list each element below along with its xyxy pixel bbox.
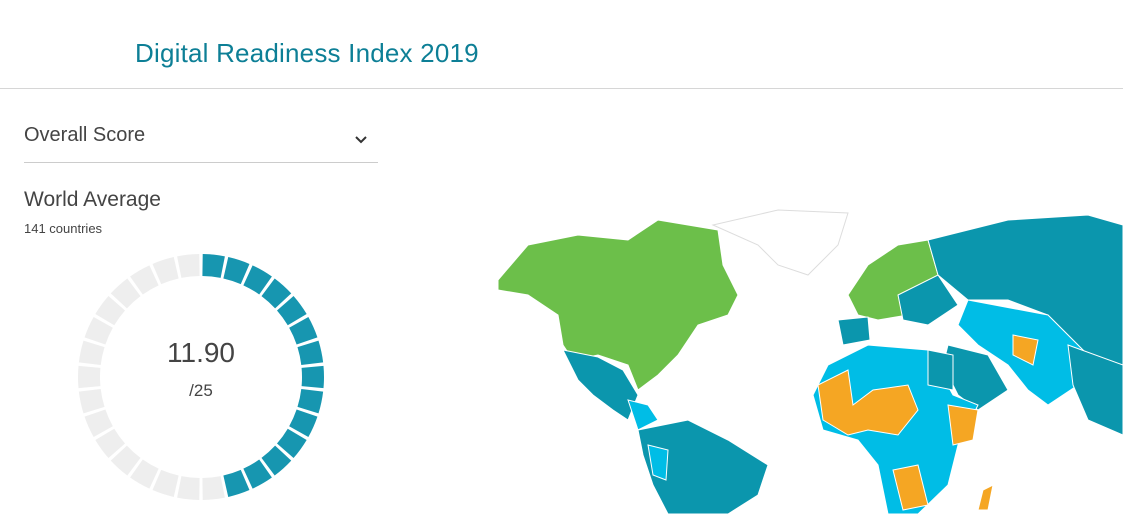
score-dropdown[interactable]: Overall Score xyxy=(24,124,378,163)
divider xyxy=(0,88,1123,89)
gauge-segment-empty xyxy=(177,476,200,500)
map-region xyxy=(927,349,954,391)
world-map xyxy=(497,209,1123,514)
gauge-segment-filled xyxy=(297,388,324,414)
gauge-segment-empty xyxy=(95,428,126,459)
map-region xyxy=(711,209,849,276)
map-region xyxy=(977,484,994,511)
gauge-segment-filled xyxy=(243,459,272,489)
gauge-segment-filled xyxy=(289,316,318,345)
gauge-segment-empty xyxy=(177,254,200,278)
gauge-segment-empty xyxy=(110,445,141,476)
gauge-segment-filled xyxy=(289,409,318,438)
gauge-segment-empty xyxy=(202,476,225,500)
gauge: 11.90 /25 xyxy=(78,254,324,500)
map-region xyxy=(497,219,739,391)
gauge-value: 11.90 xyxy=(167,337,235,368)
gauge-segment-filled xyxy=(276,428,307,459)
map-region xyxy=(647,444,669,481)
map-region xyxy=(947,404,979,446)
map-region xyxy=(627,399,659,431)
page-title: Digital Readiness Index 2019 xyxy=(135,38,479,68)
gauge-max: /25 xyxy=(189,381,213,400)
gauge-segment-empty xyxy=(152,257,179,285)
gauge-segment-empty xyxy=(110,278,141,309)
gauge-segment-empty xyxy=(130,459,159,489)
summary-subtitle: 141 countries xyxy=(24,221,103,236)
gauge-segment-empty xyxy=(84,409,113,438)
gauge-segment-filled xyxy=(297,340,324,366)
gauge-segment-empty xyxy=(78,388,105,414)
dropdown-label: Overall Score xyxy=(24,124,146,146)
gauge-segment-filled xyxy=(223,257,250,285)
gauge-segment-filled xyxy=(223,469,250,497)
map-region xyxy=(817,369,919,436)
gauge-segment-filled xyxy=(243,265,272,295)
gauge-segment-empty xyxy=(152,469,179,497)
gauge-segment-empty xyxy=(130,265,159,295)
map-region xyxy=(837,316,871,346)
gauge-segment-filled xyxy=(276,295,307,326)
map-region xyxy=(637,419,769,514)
summary-title: World Average xyxy=(24,188,161,211)
chevron xyxy=(355,136,367,144)
gauge-segment-filled xyxy=(261,445,292,476)
map-region xyxy=(562,349,639,421)
gauge-segment-empty xyxy=(84,316,113,345)
gauge-segment-empty xyxy=(95,295,126,326)
gauge-segment-empty xyxy=(78,340,105,366)
map-region xyxy=(892,464,929,511)
map-region xyxy=(1012,334,1039,366)
gauge-segment-filled xyxy=(202,254,225,278)
gauge-segment-filled xyxy=(261,278,292,309)
map-region xyxy=(1067,344,1123,436)
map-region xyxy=(897,274,959,326)
